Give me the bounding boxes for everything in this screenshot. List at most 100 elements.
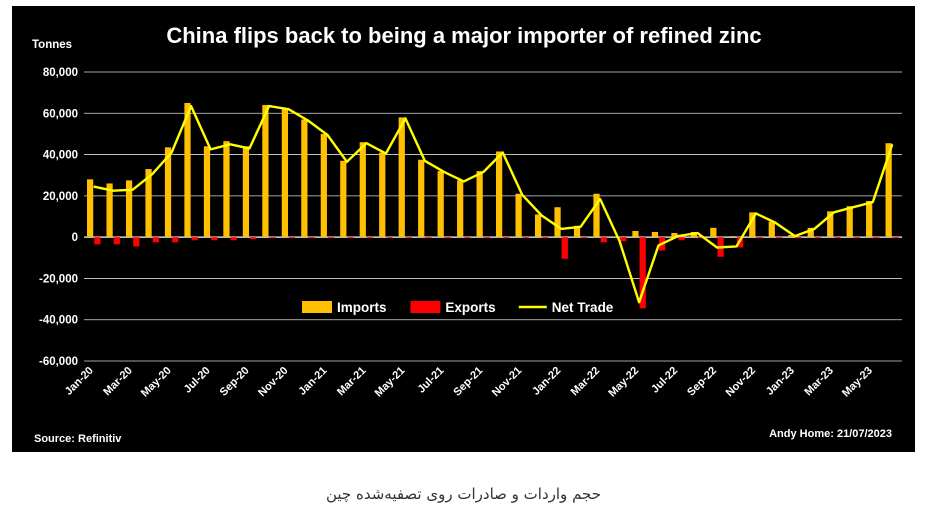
- x-tick-label: Nov-20: [256, 365, 290, 399]
- exports-bar: [756, 237, 763, 239]
- x-tick-label: Jul-22: [649, 365, 680, 396]
- imports-bar: [768, 221, 775, 238]
- y-axis-label: Tonnes: [32, 39, 72, 51]
- x-tick-label: Mar-23: [802, 365, 836, 399]
- imports-bar: [885, 143, 892, 238]
- chart-panel: China flips back to being a major import…: [12, 6, 915, 452]
- imports-bar: [320, 133, 327, 238]
- exports-bar: [94, 237, 101, 245]
- imports-bar: [340, 160, 347, 238]
- imports-bar: [301, 119, 308, 238]
- x-tick-label: May-21: [373, 365, 408, 400]
- legend-label: Exports: [445, 300, 495, 315]
- exports-bar: [113, 237, 120, 245]
- imports-bar: [203, 146, 211, 238]
- imports-bar: [612, 237, 620, 238]
- exports-bar: [269, 237, 276, 239]
- exports-bar: [133, 237, 140, 247]
- imports-bar: [418, 159, 425, 238]
- x-tick-label: Jul-21: [415, 365, 446, 396]
- exports-bar: [230, 237, 237, 241]
- exports-bar: [172, 237, 179, 243]
- imports-bar: [242, 146, 250, 238]
- x-tick-label: Jan-22: [530, 365, 563, 398]
- imports-bar: [593, 193, 600, 238]
- exports-bar: [834, 237, 841, 239]
- imports-bar: [534, 214, 542, 238]
- imports-bar: [184, 102, 191, 238]
- exports-bar: [347, 237, 354, 239]
- exports-bar: [542, 237, 549, 239]
- imports-bar: [125, 180, 133, 238]
- x-tick-label: May-23: [840, 365, 875, 400]
- net-trade-line: [93, 104, 894, 304]
- imports-bar: [164, 147, 172, 238]
- y-tick-label: -20,000: [39, 273, 78, 285]
- imports-bar: [262, 105, 269, 238]
- x-tick-label: Nov-21: [490, 365, 524, 399]
- x-tick-label: Sep-20: [218, 365, 252, 399]
- exports-bar: [308, 237, 315, 239]
- x-tick-label: Mar-22: [569, 365, 603, 399]
- y-tick-label: 20,000: [43, 191, 78, 203]
- imports-bar: [496, 151, 503, 238]
- exports-bar: [152, 237, 159, 243]
- imports-bar: [710, 227, 717, 238]
- imports-bar: [807, 227, 814, 238]
- x-tick-label: Jul-20: [182, 365, 213, 396]
- x-tick-label: Mar-21: [335, 365, 369, 399]
- exports-bar: [853, 237, 861, 239]
- imports-bar: [632, 230, 639, 238]
- exports-bar: [678, 237, 685, 241]
- imports-bar: [515, 193, 522, 238]
- exports-bar: [366, 237, 374, 239]
- exports-bar: [483, 237, 490, 239]
- figure-caption: حجم واردات و صادرات روی تصفیه‌شده چین: [325, 485, 602, 503]
- y-axis: 80,000 60,000 40,000 20,000 0 -20,000 -40,000 -…: [39, 67, 78, 368]
- imports-bar: [827, 211, 834, 238]
- y-tick-label: -60,000: [39, 356, 78, 368]
- y-tick-label: 80,000: [43, 67, 78, 79]
- x-tick-label: May-20: [139, 365, 174, 400]
- imports-bar: [437, 171, 444, 238]
- exports-bar: [873, 237, 880, 239]
- exports-bar: [289, 237, 296, 239]
- imports-bar: [749, 212, 756, 238]
- exports-bar: [892, 237, 899, 239]
- legend-swatch-imports: [302, 301, 332, 313]
- zinc-trade-chart: China flips back to being a major import…: [32, 23, 902, 445]
- imports-bar: [554, 207, 561, 238]
- x-axis: Jan-20 Mar-20 May-20 Jul-20 Sep-20 Nov-20 Jan-…: [63, 365, 875, 400]
- exports-bar: [191, 237, 198, 241]
- exports-bar: [444, 237, 452, 239]
- y-tick-label: -40,000: [39, 315, 78, 327]
- imports-bar: [671, 233, 678, 238]
- imports-bar: [145, 169, 152, 238]
- exports-bar: [503, 237, 510, 239]
- exports-bar: [581, 237, 588, 239]
- exports-bar: [600, 237, 607, 243]
- grid: [84, 71, 902, 362]
- x-tick-label: Sep-21: [451, 365, 485, 399]
- legend: Imports Exports Net Trade: [302, 300, 614, 315]
- x-tick-label: Nov-22: [724, 365, 758, 399]
- exports-bar: [425, 237, 432, 239]
- imports-bar: [729, 236, 736, 238]
- exports-bar: [775, 237, 783, 239]
- imports-bar: [106, 183, 113, 238]
- imports-bar: [866, 201, 873, 238]
- author-credit: Andy Home: 21/07/2023: [769, 428, 892, 440]
- imports-bar: [457, 180, 464, 238]
- exports-bar: [795, 237, 802, 239]
- exports-bar: [698, 237, 705, 239]
- imports-bar: [476, 171, 483, 238]
- exports-bar: [522, 237, 529, 239]
- x-tick-label: Jan-21: [296, 365, 329, 398]
- exports-bar: [211, 237, 218, 241]
- imports-bar: [359, 142, 366, 238]
- y-tick-label: 40,000: [43, 150, 78, 162]
- legend-label: Net Trade: [552, 300, 614, 315]
- exports-bar: [464, 237, 471, 239]
- source-note: Source: Refinitiv: [34, 433, 122, 445]
- net-trade-series-line: [93, 104, 894, 304]
